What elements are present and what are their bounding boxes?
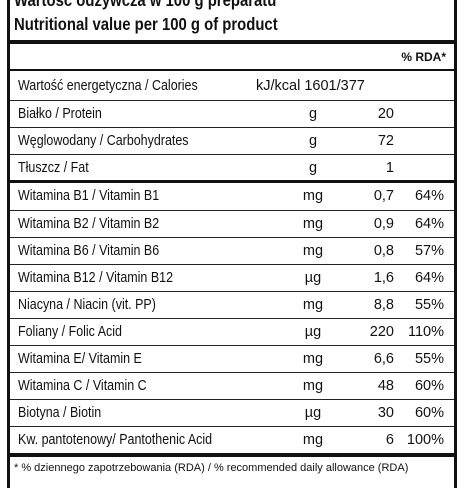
label-frame <box>7 0 457 488</box>
nutrient-name: Kw. pantotenowy/ Pantothenic Acid <box>18 432 213 448</box>
nutrient-unit: g <box>308 106 318 122</box>
nutrient-rda: 64% <box>414 270 444 286</box>
nutrient-rda: 110% <box>407 324 444 340</box>
nutrient-rda: 100% <box>406 432 444 448</box>
nutrient-value: 30 <box>377 405 394 421</box>
nutrient-value: 220 <box>369 324 394 340</box>
nutrient-rda: 55% <box>414 351 444 367</box>
table-row: Tłuszcz / Fat g 1 <box>10 154 454 181</box>
nutrient-value: 1 <box>385 160 394 176</box>
nutrient-name: Białko / Protein <box>18 106 102 122</box>
nutrient-rda: 64% <box>414 216 444 232</box>
section-divider <box>7 180 457 183</box>
table-row: Witamina B1 / Vitamin B1 mg 0,7 64% <box>10 183 454 210</box>
nutrient-unit: mg <box>302 432 324 448</box>
calories-row: Wartość energetyczna / Calories kJ/kcal … <box>10 73 454 100</box>
nutrient-name: Wartość energetyczna / Calories <box>18 78 198 94</box>
nutrient-unit: µg <box>304 324 322 340</box>
nutrient-unit: mg <box>302 243 324 259</box>
nutrient-unit: mg <box>302 297 324 313</box>
nutrient-name: Niacyna / Niacin (vit. PP) <box>18 297 156 313</box>
nutrient-name: Witamina B2 / Vitamin B2 <box>18 216 160 232</box>
title-english: Nutritional value per 100 g of product <box>14 14 278 34</box>
table-row: Witamina B2 / Vitamin B2 mg 0,9 64% <box>10 210 454 237</box>
table-row: Foliany / Folic Acid µg 220 110% <box>10 318 454 345</box>
nutrient-rda: 64% <box>414 188 444 204</box>
nutrient-name: Witamina B1 / Vitamin B1 <box>18 188 160 204</box>
nutrient-value: 0,8 <box>373 243 394 259</box>
table-row: Witamina C / Vitamin C mg 48 60% <box>10 372 454 399</box>
nutrient-name: Tłuszcz / Fat <box>18 160 89 176</box>
calories-value: kJ/kcal 1601/377 <box>256 78 365 94</box>
table-row: Białko / Protein g 20 <box>10 100 454 127</box>
nutrient-name: Witamina C / Vitamin C <box>18 378 147 394</box>
nutrient-unit: mg <box>302 216 324 232</box>
table-row: Węglowodany / Carbohydrates g 72 <box>10 127 454 154</box>
nutrient-rda: 60% <box>414 378 444 394</box>
nutrient-unit: µg <box>304 405 322 421</box>
nutrient-value: 0,7 <box>373 188 394 204</box>
nutrient-name: Witamina E/ Vitamin E <box>18 351 142 367</box>
nutrient-name: Foliany / Folic Acid <box>18 324 122 340</box>
nutrient-name: Witamina B6 / Vitamin B6 <box>18 243 160 259</box>
nutrient-value: 1,6 <box>373 270 394 286</box>
table-row: Biotyna / Biotin µg 30 60% <box>10 399 454 426</box>
nutrient-unit: g <box>308 133 318 149</box>
nutrient-value: 48 <box>377 378 394 394</box>
nutrient-unit: mg <box>302 351 324 367</box>
table-row: Kw. pantotenowy/ Pantothenic Acid mg 6 1… <box>10 426 454 453</box>
nutrient-rda: 55% <box>414 297 444 313</box>
table-row: Niacyna / Niacin (vit. PP) mg 8,8 55% <box>10 291 454 318</box>
nutrient-unit: g <box>308 160 318 176</box>
nutrient-rda: 57% <box>414 243 444 259</box>
rda-column-header: % RDA* <box>401 50 446 64</box>
footer-divider <box>7 453 457 457</box>
nutrient-value: 72 <box>377 133 394 149</box>
nutrient-value: 6 <box>385 432 394 448</box>
nutrient-name: Witamina B12 / Vitamin B12 <box>18 270 174 286</box>
table-row: Witamina E/ Vitamin E mg 6,6 55% <box>10 345 454 372</box>
nutrient-unit: µg <box>304 270 322 286</box>
nutrient-value: 0,9 <box>373 216 394 232</box>
title-polish: Wartość odżywcza w 100 g preparatu <box>14 0 277 10</box>
header-divider <box>7 40 457 44</box>
table-row: Witamina B12 / Vitamin B12 µg 1,6 64% <box>10 264 454 291</box>
nutrient-unit: mg <box>302 378 324 394</box>
nutrient-value: 6,6 <box>373 351 394 367</box>
nutrient-name: Węglowodany / Carbohydrates <box>18 133 189 149</box>
nutrient-rda: 60% <box>414 405 444 421</box>
table-row: Witamina B6 / Vitamin B6 mg 0,8 57% <box>10 237 454 264</box>
footnote: * % dziennego zapotrzebowania (RDA) / % … <box>14 462 409 474</box>
nutrient-value: 20 <box>377 106 394 122</box>
rda-divider <box>7 69 457 71</box>
nutrient-name: Biotyna / Biotin <box>18 405 102 421</box>
nutrient-value: 8,8 <box>373 297 394 313</box>
nutrient-unit: mg <box>302 188 324 204</box>
